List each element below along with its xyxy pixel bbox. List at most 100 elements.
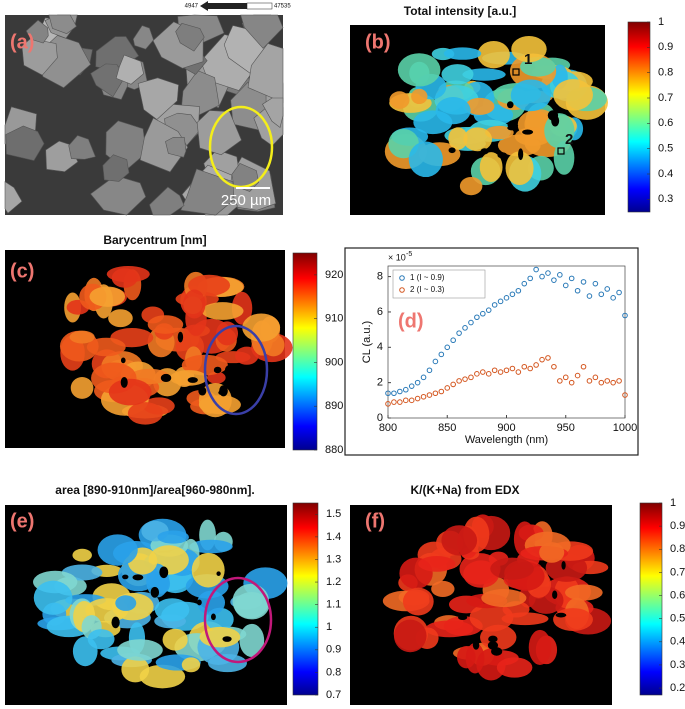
map-blob bbox=[33, 580, 73, 615]
grain bbox=[240, 14, 284, 49]
map-blob bbox=[402, 587, 434, 616]
grain bbox=[48, 14, 77, 34]
grain bbox=[115, 54, 144, 85]
data-point bbox=[474, 314, 480, 321]
data-point bbox=[539, 273, 545, 280]
colorbar-tick-label: 0.4 bbox=[658, 168, 673, 180]
map-blob bbox=[501, 612, 549, 626]
data-point bbox=[592, 374, 599, 381]
map-blob bbox=[169, 370, 208, 386]
map-blob bbox=[448, 127, 468, 150]
map-blob bbox=[393, 619, 427, 653]
map-blob bbox=[397, 53, 441, 87]
scale-legend-arrow bbox=[200, 1, 208, 11]
map-hole bbox=[111, 616, 120, 629]
map-blob bbox=[459, 176, 483, 196]
legend-label: 2 (I ~ 0.3) bbox=[410, 285, 445, 294]
panel-title: K/(K+Na) from EDX bbox=[410, 483, 519, 497]
data-point bbox=[491, 367, 498, 374]
data-point bbox=[408, 397, 415, 404]
y-axis-label: CL (a.u.) bbox=[361, 321, 373, 363]
data-point bbox=[580, 363, 587, 370]
map-blob bbox=[505, 151, 534, 185]
data-point bbox=[610, 379, 616, 386]
colorbar-tick-label: 880 bbox=[325, 444, 343, 456]
panel-label: (e) bbox=[10, 510, 34, 532]
colorbar-tick-label: 0.6 bbox=[658, 117, 673, 129]
point-marker bbox=[512, 68, 520, 76]
colorbar bbox=[292, 252, 318, 451]
data-point bbox=[462, 325, 468, 331]
map-hole bbox=[150, 586, 160, 598]
data-point bbox=[391, 390, 397, 397]
map-blob bbox=[463, 127, 493, 152]
data-point bbox=[521, 363, 528, 370]
panel-title: Total intensity [a.u.] bbox=[404, 4, 516, 18]
data-point bbox=[515, 369, 522, 375]
map-hole bbox=[561, 561, 566, 570]
y-multiplier: × 10 bbox=[388, 252, 406, 262]
colorbar-tick-label: 900 bbox=[325, 356, 343, 368]
map-blob bbox=[127, 402, 163, 425]
legend-label: 1 (I ~ 0.9) bbox=[410, 273, 445, 282]
grain bbox=[196, 110, 242, 156]
map-blob bbox=[411, 88, 428, 105]
data-point bbox=[485, 307, 492, 313]
data-point bbox=[527, 365, 534, 372]
scale-legend-bar-light bbox=[246, 2, 273, 10]
data-point bbox=[397, 388, 403, 395]
map-hole bbox=[472, 640, 480, 650]
map-hole bbox=[458, 614, 468, 621]
map-hole bbox=[555, 612, 567, 618]
colorbar-tick-label: 0.9 bbox=[658, 41, 673, 53]
grain bbox=[90, 63, 125, 98]
data-point bbox=[616, 289, 622, 296]
data-point bbox=[432, 358, 439, 365]
data-point bbox=[426, 392, 433, 398]
map-blob bbox=[197, 590, 226, 615]
map-hole bbox=[120, 376, 128, 388]
map-hole bbox=[160, 373, 172, 383]
map-hole bbox=[196, 599, 202, 606]
data-point bbox=[521, 280, 528, 287]
data-point bbox=[592, 280, 599, 287]
data-point bbox=[509, 291, 516, 298]
map-blob bbox=[463, 560, 500, 588]
colorbar-tick-label: 0.8 bbox=[670, 543, 685, 555]
data-point bbox=[574, 372, 581, 379]
scale-bar-text: 250 µm bbox=[221, 192, 271, 209]
map-hole bbox=[187, 377, 198, 383]
colorbar-tick-label: 0.6 bbox=[670, 589, 685, 601]
data-point bbox=[509, 365, 516, 372]
data-point bbox=[456, 378, 462, 384]
panel-label: (b) bbox=[365, 31, 391, 53]
map-blob bbox=[70, 377, 94, 399]
data-point bbox=[480, 369, 486, 375]
x-tick-label: 850 bbox=[438, 422, 456, 434]
map-blob bbox=[69, 330, 95, 344]
map-hole bbox=[488, 635, 498, 643]
map-blob bbox=[469, 603, 514, 632]
map-hole bbox=[198, 386, 207, 396]
map-hole bbox=[487, 641, 499, 650]
grain bbox=[5, 125, 45, 161]
x-tick-label: 950 bbox=[557, 422, 575, 434]
panel-title: area [890-910nm]/area[960-980nm]. bbox=[55, 483, 254, 497]
map-hole bbox=[219, 385, 228, 397]
map-blob bbox=[189, 539, 233, 554]
data-point bbox=[562, 282, 569, 289]
map-hole bbox=[159, 566, 169, 579]
data-point bbox=[515, 287, 522, 294]
map-blob bbox=[139, 664, 186, 689]
x-tick-label: 1000 bbox=[613, 422, 637, 434]
data-point bbox=[610, 295, 616, 301]
data-point bbox=[468, 374, 474, 381]
data-point bbox=[462, 376, 468, 382]
grain bbox=[175, 23, 205, 52]
map-hole bbox=[480, 148, 489, 155]
colorbar-tick-label: 0.7 bbox=[326, 689, 341, 701]
map-blob bbox=[490, 557, 534, 580]
data-point bbox=[533, 266, 539, 273]
map-blob bbox=[457, 645, 476, 669]
